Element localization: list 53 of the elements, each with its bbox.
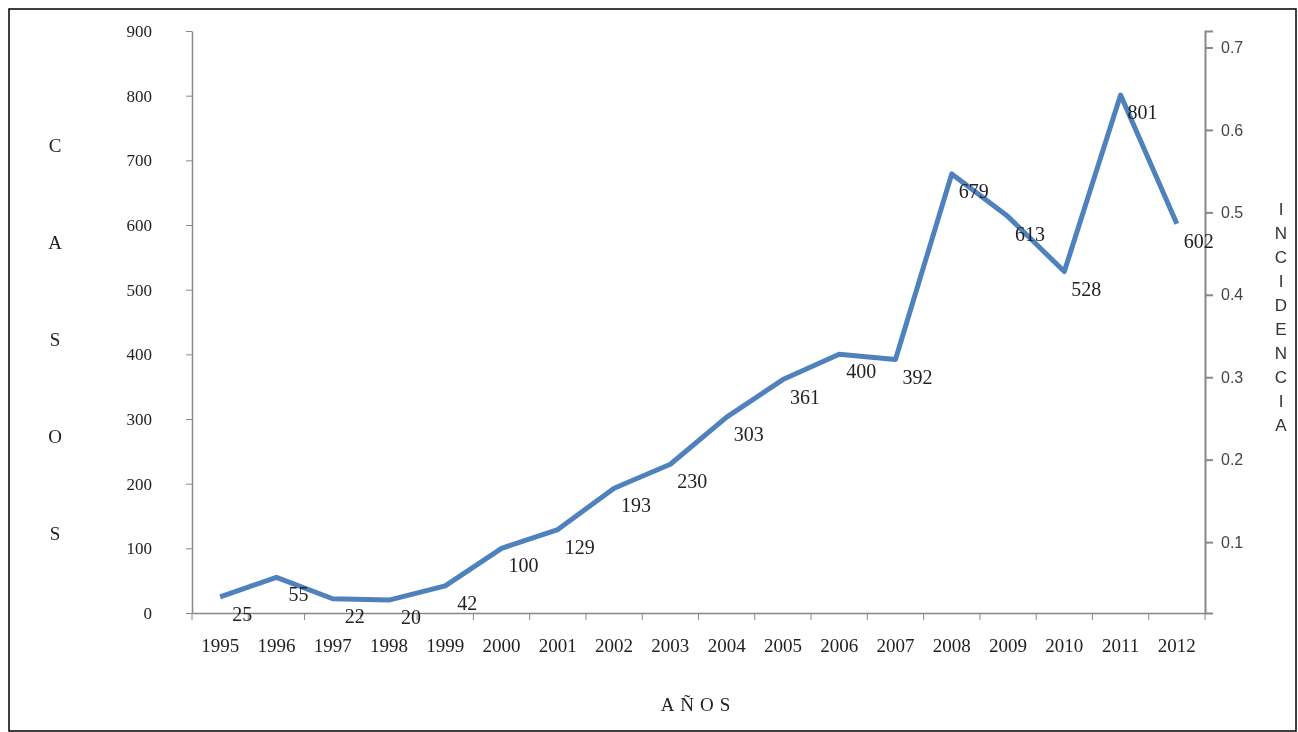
data-label: 303: [733, 423, 764, 446]
x-tick-label: 1997: [313, 635, 352, 657]
x-tick-label: 2001: [538, 635, 577, 657]
y2-tick-label: 0.4: [1221, 286, 1244, 304]
data-label: 25: [232, 602, 253, 625]
data-label: 20: [400, 606, 421, 629]
y2-tick-label: 0.6: [1221, 121, 1244, 139]
x-tick-label: 2004: [707, 635, 747, 657]
y-tick-label: 600: [126, 215, 152, 235]
data-label: 100: [508, 554, 539, 577]
x-tick-label: 2012: [1157, 635, 1196, 657]
y2-axis-title: INCIDENCIA: [1271, 200, 1291, 440]
x-tick-label: 2002: [595, 635, 634, 657]
x-tick-label: 2005: [763, 635, 802, 657]
y-tick-label: 400: [126, 345, 152, 365]
data-label: 602: [1183, 229, 1214, 252]
data-label: 400: [846, 360, 877, 383]
x-tick-label: 1996: [257, 635, 296, 657]
data-label: 193: [621, 494, 652, 517]
y2-tick-label: 0.3: [1221, 368, 1244, 386]
y2-tick-label: 0.5: [1221, 203, 1244, 221]
y-tick-label: 300: [126, 409, 152, 429]
data-label: 22: [344, 604, 365, 627]
y2-tick-label: 0.2: [1221, 451, 1244, 469]
data-label: 55: [288, 583, 309, 606]
y-tick-label: 100: [126, 539, 152, 559]
y-axis-title: CASOS: [44, 135, 66, 620]
x-tick-label: 2006: [820, 635, 859, 657]
y-tick-label: 500: [126, 280, 152, 300]
x-tick-label: 1995: [201, 635, 240, 657]
data-label: 230: [677, 470, 708, 493]
x-tick-label: 2000: [482, 635, 521, 657]
data-label: 528: [1071, 277, 1102, 300]
y2-tick-label: 0.1: [1221, 533, 1244, 551]
x-tick-label: 2011: [1101, 635, 1140, 657]
data-label: 129: [564, 535, 595, 558]
y-tick-label: 900: [126, 21, 152, 41]
data-label: 392: [902, 365, 933, 388]
x-tick-label: 1999: [426, 635, 465, 657]
y2-tick-label: 0.7: [1221, 39, 1244, 57]
data-label: 361: [789, 385, 820, 408]
y-tick-label: 0: [143, 603, 152, 623]
y-tick-label: 800: [126, 86, 152, 106]
y-tick-label: 200: [126, 474, 152, 494]
y-tick-label: 700: [126, 151, 152, 171]
x-tick-label: 2010: [1045, 635, 1084, 657]
x-tick-label: 2007: [876, 635, 915, 657]
x-tick-label: 2009: [989, 635, 1028, 657]
x-tick-label: 1998: [369, 635, 408, 657]
x-tick-label: 2008: [932, 635, 971, 657]
data-label: 42: [457, 591, 478, 614]
x-tick-label: 2003: [651, 635, 690, 657]
x-axis-title: AÑOS: [660, 694, 737, 715]
